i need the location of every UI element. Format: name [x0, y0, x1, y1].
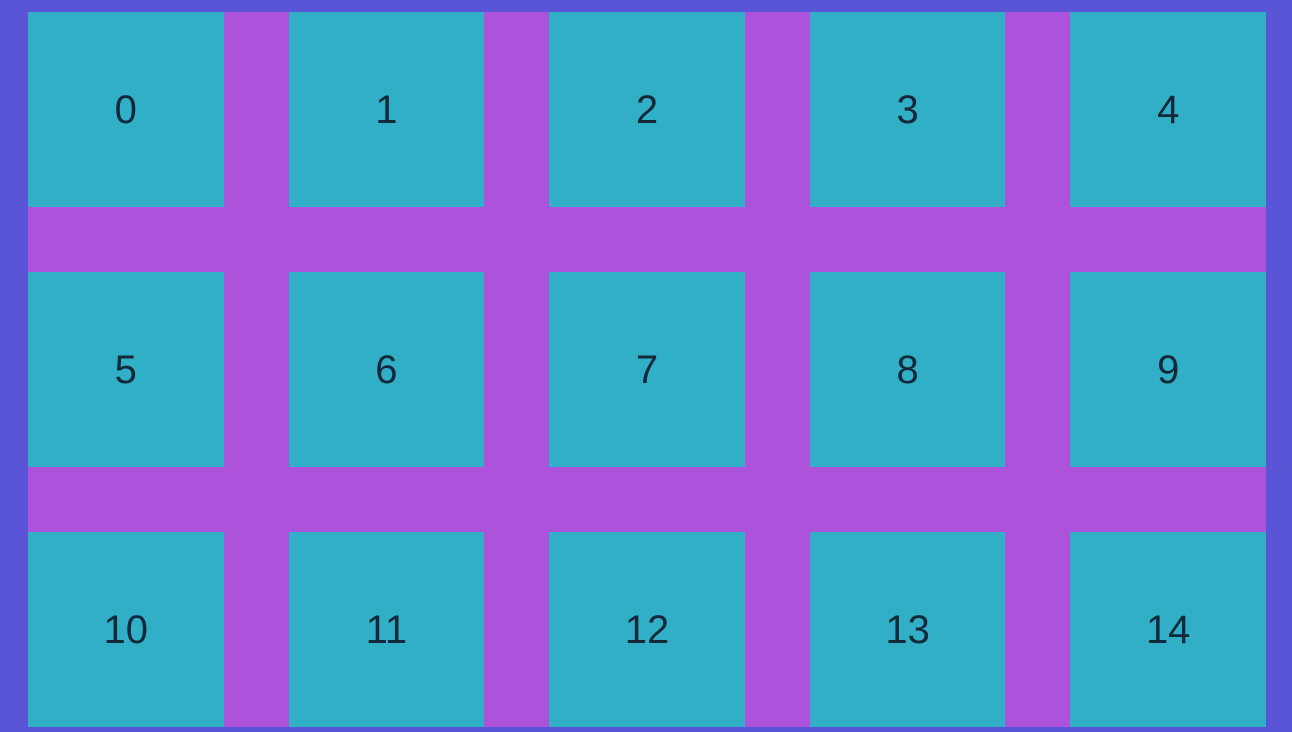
grid-cell-2: 2 — [549, 12, 745, 207]
grid-cell-label: 12 — [624, 607, 670, 652]
grid-cell-label: 14 — [1145, 607, 1191, 652]
grid-cell-label: 6 — [375, 347, 398, 392]
grid-cell-8: 8 — [809, 272, 1006, 467]
grid-cell-label: 5 — [114, 347, 137, 392]
grid-cell-13: 13 — [809, 532, 1006, 727]
grid-cell-4: 4 — [1070, 12, 1266, 207]
grid-cell-label: 7 — [635, 347, 659, 392]
grid-cell-label: 9 — [1157, 347, 1180, 392]
grid-container: 0 1 2 3 4 5 6 7 8 9 10 11 12 13 14 — [28, 12, 1266, 727]
grid-cell-3: 3 — [809, 12, 1006, 207]
grid-cell-label: 11 — [365, 607, 408, 652]
grid-cell-6: 6 — [288, 272, 485, 467]
grid-cell-12: 12 — [549, 532, 745, 727]
grid-cell-7: 7 — [549, 272, 745, 467]
grid-cell-label: 8 — [896, 347, 919, 392]
grid-cell-10: 10 — [28, 532, 224, 727]
grid-cell-5: 5 — [28, 272, 224, 467]
grid-cell-9: 9 — [1070, 272, 1266, 467]
grid-cell-14: 14 — [1070, 532, 1266, 727]
grid-cell-label: 0 — [114, 87, 137, 132]
grid-cell-11: 11 — [288, 532, 485, 727]
grid-cell-label: 1 — [375, 87, 398, 132]
grid-cell-label: 4 — [1157, 87, 1180, 132]
grid-cell-label: 3 — [896, 87, 919, 132]
grid-cell-label: 10 — [103, 607, 149, 652]
grid-cell-1: 1 — [288, 12, 485, 207]
grid-cell-label: 2 — [635, 87, 659, 132]
grid-cell-0: 0 — [28, 12, 224, 207]
grid-cell-label: 13 — [885, 607, 930, 652]
